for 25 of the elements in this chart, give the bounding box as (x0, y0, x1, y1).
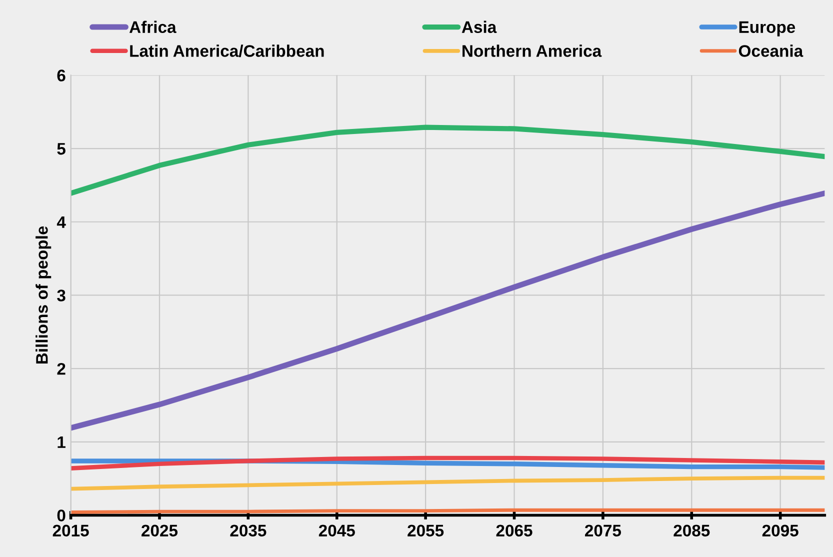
x-tick-label: 2015 (52, 524, 89, 536)
y-tick-label: 0 (57, 510, 66, 522)
x-tick-label: 2045 (318, 524, 355, 536)
legend-label: Latin America/Caribbean (130, 44, 324, 58)
y-tick-label: 3 (57, 290, 66, 302)
x-tick-label: 2035 (230, 524, 266, 537)
x-tick-label: 2065 (496, 524, 532, 536)
x-tick-label: 2085 (674, 524, 710, 536)
line-series (70, 456, 825, 470)
x-tick-label: 2055 (408, 524, 444, 536)
y-tick-label: 4 (56, 216, 66, 228)
x-tick-label: 2095 (762, 524, 798, 536)
y-tick-label: 5 (57, 143, 66, 155)
y-tick-label: 2 (57, 362, 66, 375)
legend-label: Oceania (738, 44, 804, 57)
y-tick-label: 1 (58, 436, 66, 448)
y-axis-title: Billions of people (36, 226, 52, 364)
line-series (70, 476, 825, 491)
legend-label: Asia (462, 20, 497, 34)
legend-label: Northern America (462, 44, 602, 57)
x-tick-label: 2075 (584, 524, 622, 536)
y-tick-label: 6 (57, 70, 66, 82)
legend-label: Europe (739, 21, 796, 36)
legend-label: Africa (129, 20, 176, 34)
x-tick-label: 2025 (142, 524, 178, 536)
